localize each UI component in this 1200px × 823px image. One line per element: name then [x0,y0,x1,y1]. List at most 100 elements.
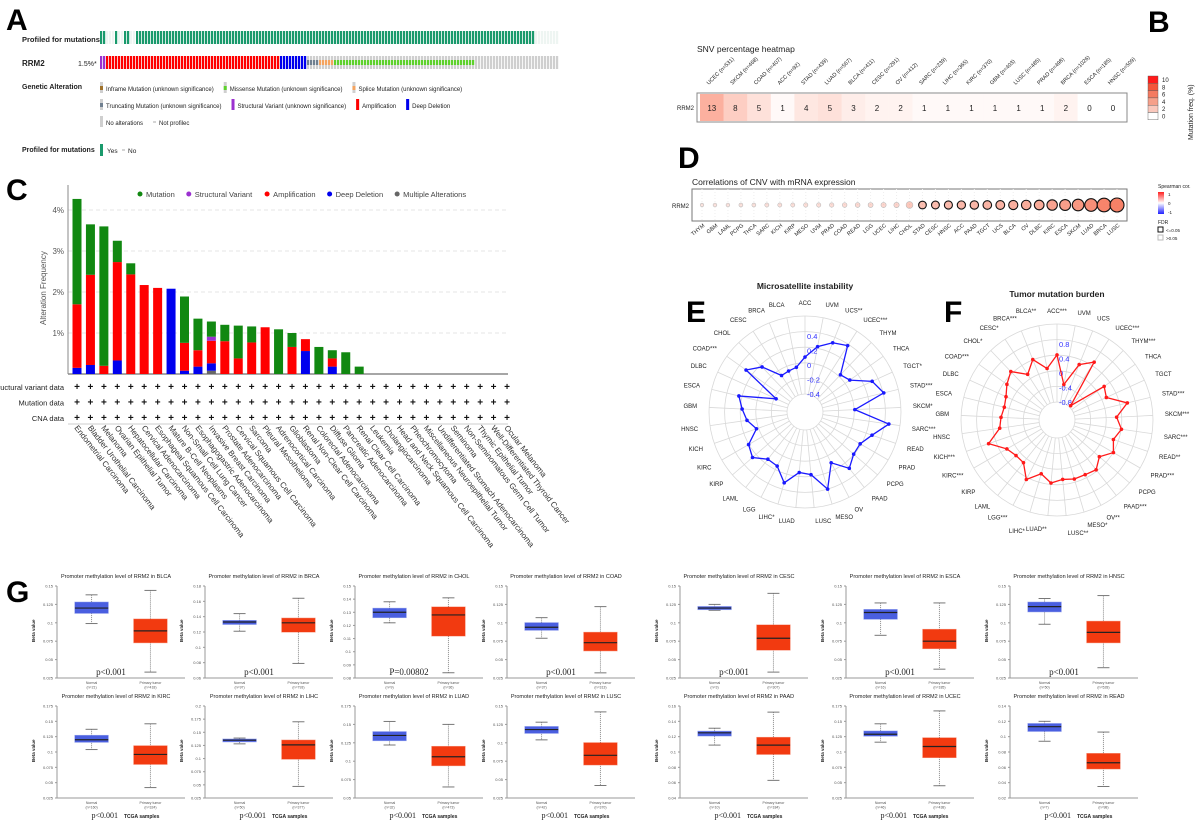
radar-point [745,418,749,423]
data-availability-mark: + [289,413,295,424]
profiled-cell [253,31,256,44]
boxplot-title: Promoter methylation level of RRM2 in CH… [359,574,470,580]
radar-spoke [709,407,788,412]
oncoprint-cell-bg [529,56,532,69]
boxplot-1: Promoter methylation level of RRM2 in BR… [179,574,333,690]
radar-spoke [1058,437,1067,516]
dotplot-column-label: PCPG [729,223,745,238]
profiled-cell [250,31,253,44]
heatmap-legend-tick: 10 [1162,78,1169,84]
profiled-cell [544,31,547,44]
heatmap-value: 1 [969,104,974,113]
group-label: Normal [875,681,887,685]
radar-category-label: UVM [1077,311,1090,317]
legend-item-label: Deep Deletion [412,104,450,110]
heatmap-legend-swatch [1147,90,1159,99]
oncoprint-cell-missense [358,60,361,65]
dotplot-column-label: HNSC [937,223,953,238]
data-availability-mark: + [303,413,309,424]
profiled-cell [322,31,325,44]
group-label: Normal [709,681,721,685]
radar-point [774,397,778,401]
oncoprint-cell-deep_deletion [289,56,292,69]
heatmap-frame [696,92,1128,123]
boxplot-title: Promoter methylation level of RRM2 in ES… [850,574,961,580]
oncoprint-cell-amplification [265,56,268,69]
profiled-cell [550,31,553,44]
legend-item-label: Amplification [362,104,396,110]
y-axis-title: Beta value [179,619,184,642]
y-axis-title: Alteration Frequency [39,251,48,325]
radar-point [830,340,835,345]
oncoprint-cell-amplification [256,56,259,69]
x-axis-title: TCGA samples [1077,814,1113,820]
x-axis-title: TCGA samples [422,814,458,820]
group-label: Normal [86,801,98,805]
oncoprint-cell-amplification [259,56,262,69]
p-value: p<0.001 [244,667,274,677]
data-availability-mark: + [356,382,362,393]
profiled-cell [154,31,157,44]
heatmap-cell [841,94,866,121]
fdr-legend-significant [1157,226,1164,233]
radar-spoke [1073,425,1148,452]
heatmap-value: 5 [757,104,762,113]
heatmap-cell [700,94,724,121]
heatmap-cell [912,94,937,121]
heatmap-cell [1054,94,1078,121]
group-label: Normal [536,681,548,685]
group-n-label: (n=377) [292,806,304,810]
oncoprint-cell-bg [487,56,490,69]
profiled-cell [112,31,115,44]
radar-point [782,481,787,485]
oncoprint-cell-missense [463,60,466,65]
legend-title-genetic-alteration: Genetic Alteration [22,84,82,91]
profiled-cell [334,31,337,44]
oncoprint-cell-bg [544,56,547,69]
heatmap-value: 5 [828,104,833,113]
y-tick-label: 0.125 [493,602,504,607]
oncoprint-cell-amplification [262,56,265,69]
radar-point [1097,454,1102,459]
oncoprint-cell-deep_deletion [304,56,307,69]
y-tick-label: 0.025 [191,796,202,801]
legend-swatch [406,99,410,110]
bar-segment-deep_deletion [85,364,95,374]
profiled-cell [127,31,130,44]
y-axis-title: Beta value [329,619,334,642]
profiled-cell [175,31,178,44]
oncoprint-cell-amplification [217,56,220,69]
heatmap-legend-tick: 2 [1162,107,1166,113]
boxplot-title: Promoter methylation level of RRM2 in PA… [684,694,794,700]
profiled-cell [184,31,187,44]
spearman-legend-tick: 1 [1168,192,1171,197]
p-value: p<0.001 [1049,667,1079,677]
legend-yes-label: Yes [107,148,118,155]
group-n-label: (n=36) [443,686,453,690]
p-value: p<0.001 [546,667,576,677]
data-availability-mark: + [423,382,429,393]
y-tick-label: 0.1 [47,750,53,755]
y-tick-label: 0.12 [343,623,352,628]
radar-category-label: SARC*** [912,427,936,433]
data-availability-mark: + [464,413,470,424]
profiled-cell [298,31,301,44]
profiled-cell [481,31,484,44]
bar-segment-deep_deletion [180,370,189,374]
profiled-cell [406,31,409,44]
correlation-dot [893,202,900,208]
profiled-cell [226,31,229,44]
profiled-cell [313,31,316,44]
y-tick-label: 0.1 [497,620,503,625]
radar-category-label: LUAD** [1026,527,1047,533]
radar-category-label: OV** [1106,515,1120,521]
profiled-cell [337,31,340,44]
profiled-cell [262,31,265,44]
y-tick-label: 0.025 [832,796,843,801]
oncoprint-cell-missense [394,60,397,65]
radar-point [1119,427,1124,432]
radar-tick-label: -0.8 [1059,398,1072,407]
oncoprint-cell-amplification [142,56,145,69]
bar-segment-mutation [112,240,122,263]
